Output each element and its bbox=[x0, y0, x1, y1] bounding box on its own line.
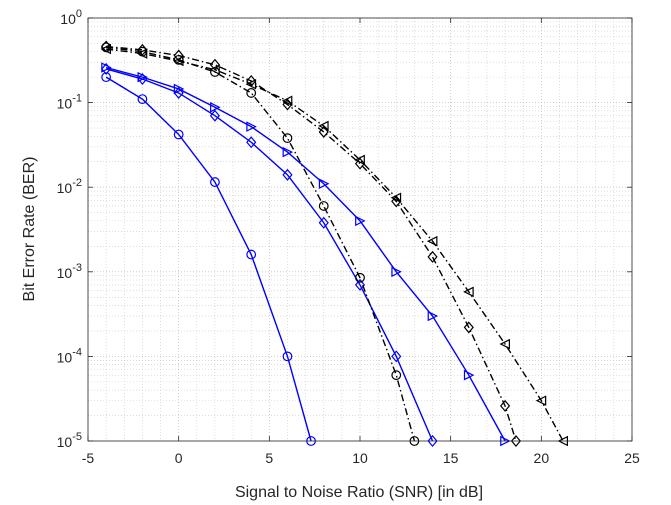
data-point-triangle-left bbox=[136, 48, 148, 59]
y-tick-label: 10-1 bbox=[57, 93, 82, 112]
x-tick-label: 5 bbox=[265, 450, 273, 466]
data-point-diamond bbox=[209, 58, 221, 71]
data-point-circle bbox=[246, 88, 257, 98]
x-tick-label: -5 bbox=[82, 450, 95, 466]
x-tick-labels: -5 0 5 10 15 20 25 bbox=[82, 450, 640, 466]
y-tick-label: 10-4 bbox=[57, 346, 82, 365]
data-point-triangle-left bbox=[426, 235, 438, 247]
series-1 bbox=[101, 72, 316, 446]
data-point-triangle-right bbox=[391, 266, 402, 278]
data-point-triangle-left bbox=[535, 395, 547, 406]
y-tick-label: 10-2 bbox=[57, 177, 82, 196]
axes-frame bbox=[87, 17, 633, 442]
data-point-diamond bbox=[354, 278, 366, 291]
series-line bbox=[105, 68, 434, 442]
series-6 bbox=[100, 43, 568, 447]
y-tick-label: 10-3 bbox=[57, 262, 82, 281]
data-point-diamond bbox=[173, 86, 184, 99]
data-point-triangle-right bbox=[137, 71, 149, 83]
series-line bbox=[105, 66, 506, 442]
data-point-diamond bbox=[427, 434, 438, 448]
data-point-circle bbox=[246, 249, 257, 260]
data-point-circle bbox=[137, 94, 148, 104]
data-point-triangle-right bbox=[173, 83, 185, 95]
data-point-triangle-left bbox=[245, 78, 257, 90]
data-point-diamond bbox=[354, 157, 366, 170]
y-tick-label: 10-5 bbox=[57, 431, 82, 450]
data-point-triangle-right bbox=[282, 146, 294, 158]
data-point-diamond bbox=[463, 321, 474, 334]
series-line bbox=[105, 76, 312, 442]
series-3 bbox=[101, 62, 511, 447]
data-point-triangle-right bbox=[210, 102, 221, 113]
x-tick-label: 0 bbox=[175, 450, 183, 466]
data-point-triangle-right bbox=[318, 178, 330, 189]
y-tick-label: 100 bbox=[60, 8, 82, 27]
series-line bbox=[106, 46, 416, 442]
data-point-triangle-right bbox=[355, 215, 366, 227]
data-point-diamond bbox=[391, 195, 402, 208]
data-point-triangle-left bbox=[281, 95, 293, 107]
series-line bbox=[106, 45, 517, 442]
data-point-diamond bbox=[318, 216, 329, 229]
data-point-circle bbox=[391, 370, 402, 381]
data-point-diamond bbox=[427, 250, 438, 263]
series-layer bbox=[100, 40, 568, 448]
data-point-diamond bbox=[510, 434, 522, 448]
x-tick-label: 25 bbox=[624, 450, 640, 466]
data-point-diamond bbox=[391, 350, 402, 363]
y-tick-labels: 100 10-1 10-2 10-3 10-4 10-5 bbox=[57, 8, 82, 450]
data-point-triangle-left bbox=[390, 192, 402, 204]
x-tick-label: 15 bbox=[443, 450, 459, 466]
data-point-diamond bbox=[318, 125, 329, 138]
data-point-triangle-right bbox=[427, 310, 439, 322]
data-point-diamond bbox=[246, 136, 257, 149]
data-point-circle bbox=[282, 351, 293, 362]
data-point-diamond bbox=[499, 399, 511, 412]
data-point-triangle-left bbox=[499, 338, 510, 350]
data-point-triangle-left bbox=[209, 64, 220, 75]
data-point-triangle-right bbox=[101, 62, 112, 73]
series-2 bbox=[101, 62, 438, 448]
data-point-circle bbox=[173, 129, 184, 140]
y-axis-label: Bit Error Rate (BER) bbox=[21, 157, 38, 302]
data-point-triangle-left bbox=[100, 43, 112, 55]
data-point-triangle-left bbox=[173, 55, 184, 67]
data-point-diamond bbox=[209, 109, 221, 122]
data-point-triangle-right bbox=[463, 369, 475, 381]
data-point-diamond bbox=[137, 43, 148, 56]
series-5 bbox=[101, 40, 522, 448]
x-tick-label: 20 bbox=[534, 450, 550, 466]
data-point-triangle-right bbox=[246, 121, 257, 132]
data-point-circle bbox=[282, 133, 293, 144]
series-line bbox=[106, 48, 564, 442]
data-point-diamond bbox=[282, 168, 293, 181]
data-point-circle bbox=[318, 201, 329, 211]
x-tick-label: 10 bbox=[352, 450, 368, 466]
data-point-triangle-left bbox=[463, 286, 474, 298]
data-point-triangle-left bbox=[318, 120, 329, 132]
data-point-triangle-left bbox=[354, 154, 365, 166]
grid-lines bbox=[87, 17, 633, 442]
data-point-circle bbox=[101, 72, 112, 83]
data-point-circle bbox=[355, 272, 365, 283]
x-axis-label: Signal to Noise Ratio (SNR) [in dB] bbox=[235, 484, 483, 501]
data-point-circle bbox=[210, 177, 220, 187]
